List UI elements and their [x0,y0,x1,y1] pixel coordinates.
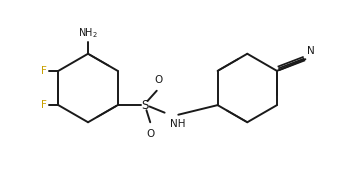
Text: S: S [142,99,149,112]
Text: O: O [146,129,155,139]
Text: F: F [41,100,47,110]
Text: F: F [41,66,47,76]
Text: N: N [308,46,315,56]
Text: NH: NH [170,119,185,129]
Text: O: O [155,75,163,85]
Text: NH$_2$: NH$_2$ [78,26,98,40]
